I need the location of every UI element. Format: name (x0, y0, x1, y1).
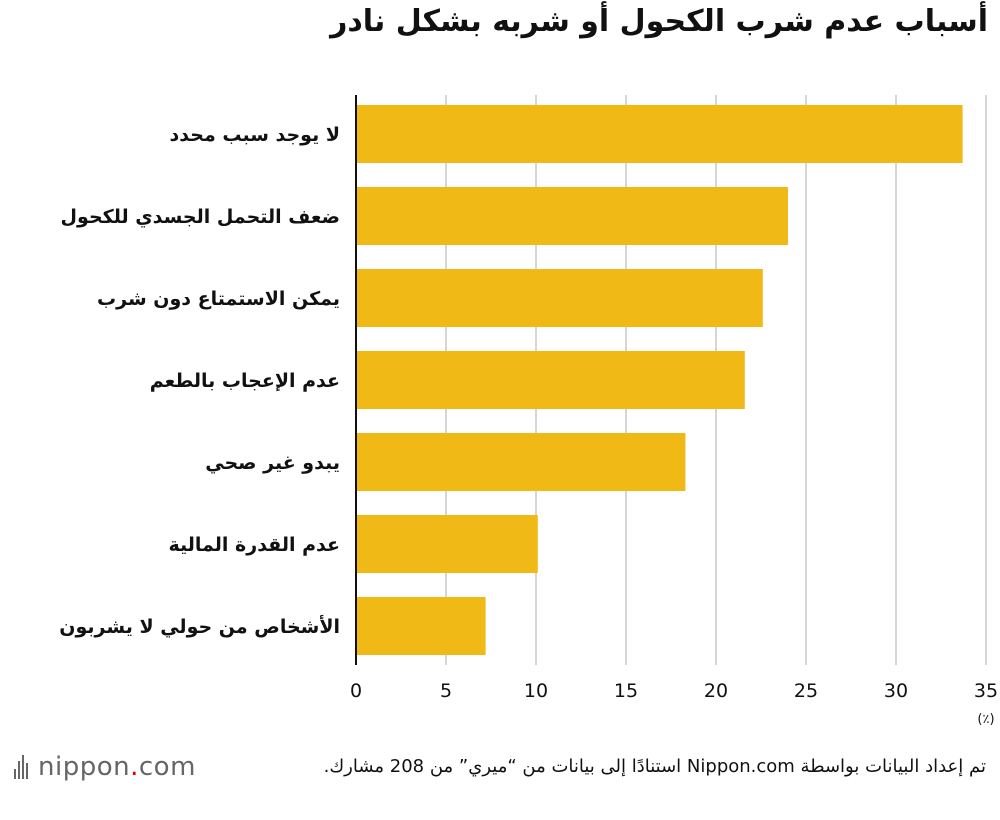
category-label: يبدو غير صحي (205, 452, 340, 474)
x-unit-label: (٪) (977, 712, 994, 727)
bar (356, 269, 763, 327)
x-tick-label: 5 (440, 680, 452, 702)
bar-chart: 0 5 10 15 20 25 30 35 لا يوجد سبب محدد ضعف التحمل… (59, 95, 998, 727)
x-tick-label: 15 (614, 680, 638, 702)
logo-text-dot: . (130, 752, 139, 782)
logo-text-pre: nippon (38, 752, 131, 782)
category-label: ضعف التحمل الجسدي للكحول (61, 206, 340, 229)
chart-title: أسباب عدم شرب الكحول أو شربه بشكل نادر (330, 4, 988, 39)
logo-text-post: com (138, 752, 196, 782)
nippon-logo: nippon. com (14, 752, 196, 782)
x-tick-label: 10 (524, 680, 548, 702)
x-tick-label: 30 (884, 680, 908, 702)
category-label: عدم القدرة المالية (169, 534, 341, 556)
logo-bars-icon (14, 755, 30, 779)
bar (356, 187, 788, 245)
category-label: الأشخاص من حولي لا يشربون (59, 615, 340, 638)
category-label: عدم الإعجاب بالطعم (150, 370, 340, 392)
x-tick-label: 0 (350, 680, 362, 702)
x-tick-label: 25 (794, 680, 818, 702)
bar (356, 515, 538, 573)
category-label: لا يوجد سبب محدد (170, 124, 340, 146)
source-note: تم إعداد البيانات بواسطة Nippon.com استن… (323, 756, 986, 777)
bar (356, 597, 486, 655)
bar (356, 351, 745, 409)
bar (356, 105, 963, 163)
x-tick-label: 35 (974, 680, 998, 702)
bar (356, 433, 686, 491)
category-label: يمكن الاستمتاع دون شرب (97, 288, 340, 310)
x-tick-label: 20 (704, 680, 728, 702)
